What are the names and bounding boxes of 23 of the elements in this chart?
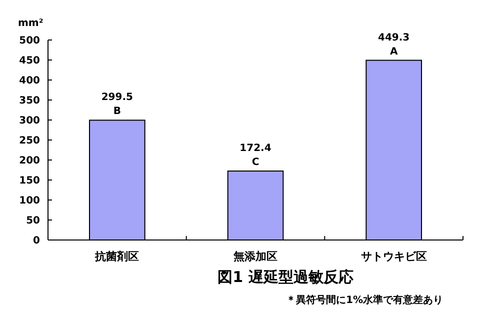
x-tick-label: サトウキビ区: [360, 250, 427, 263]
data-label: 299.5: [101, 92, 134, 104]
y-tick-label: 200: [19, 156, 40, 166]
y-tick-label: 50: [26, 216, 40, 226]
y-axis-title: mm²: [18, 18, 44, 29]
y-tick-label: 350: [19, 96, 40, 106]
text: 図1 遅延型過敏反応: [218, 268, 354, 286]
x-tick-label: 抗菌剤区: [94, 250, 140, 263]
y-tick-label: 100: [19, 196, 40, 206]
x-tick-label: 無添加区: [232, 250, 278, 263]
y-tick-label: 300: [19, 116, 40, 126]
y-tick-label: 0: [33, 236, 40, 246]
annotation: A: [390, 46, 398, 58]
annotation: B: [113, 106, 121, 118]
y-tick-label: 450: [19, 56, 40, 66]
data-label: 449.3: [378, 32, 410, 44]
y-tick-label: 400: [19, 76, 40, 86]
y-tick-label: 150: [19, 176, 40, 186]
text: ＊異符号間に1%水準で有意差あり: [286, 294, 443, 306]
data-label: 172.4: [240, 143, 272, 154]
y-tick-label: 250: [19, 136, 40, 146]
y-tick-label: 500: [19, 36, 40, 46]
annotation: C: [252, 157, 260, 168]
